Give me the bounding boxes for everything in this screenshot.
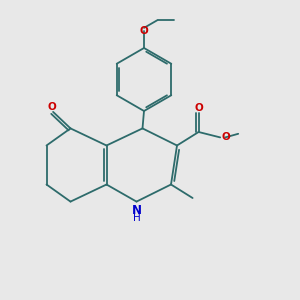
Text: H: H (133, 213, 141, 224)
Text: N: N (132, 203, 142, 217)
Text: O: O (140, 26, 148, 37)
Text: O: O (194, 103, 203, 113)
Text: O: O (221, 132, 230, 142)
Text: O: O (47, 101, 56, 112)
